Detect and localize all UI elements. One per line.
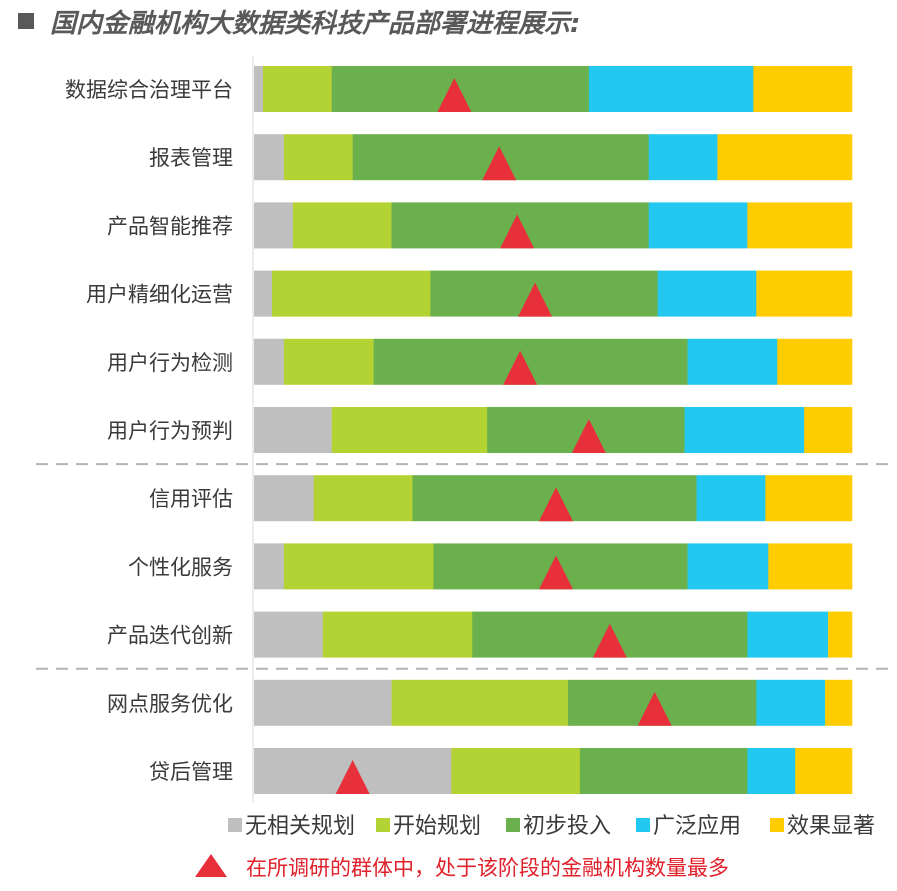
bar-segment-6-2	[331, 407, 488, 453]
legend-swatch-无相关规划	[228, 818, 242, 832]
legend-label-3: 初步投入	[523, 814, 611, 839]
bar-segment-11-3	[579, 748, 748, 794]
marker-triangle-8	[538, 555, 573, 590]
bar-segment-7-5	[765, 475, 853, 522]
bar-segment-3-4	[648, 202, 748, 249]
bar-segment-5-1	[254, 338, 285, 385]
category-label-10: 网点服务优化	[107, 692, 233, 716]
marker-triangle-2	[482, 146, 517, 181]
bar-segment-7-1	[254, 475, 315, 522]
marker-triangle-7	[538, 487, 573, 522]
legend-label-5: 效果显著	[787, 814, 875, 839]
bar-segment-9-4	[747, 611, 829, 658]
category-label-6: 用户行为预判	[107, 419, 233, 443]
bar-segment-2-4	[648, 134, 718, 181]
category-label-1: 数据综合治理平台	[65, 78, 233, 102]
bar-segment-11-2	[451, 748, 581, 794]
bar-segment-9-5	[828, 611, 853, 658]
legend-swatch-广泛应用	[636, 818, 650, 832]
bar-segment-8-1	[254, 543, 285, 590]
bar-segment-2-2	[283, 134, 353, 181]
bar-segment-3-5	[747, 202, 853, 249]
bar-segment-11-5	[795, 748, 853, 794]
category-label-5: 用户行为检测	[107, 351, 233, 375]
category-label-3: 产品智能推荐	[107, 214, 233, 238]
bar-segment-3-2	[292, 202, 392, 249]
title-row: 国内金融机构大数据类科技产品部署进程展示:	[18, 4, 581, 39]
category-labels: 数据综合治理平台报表管理产品智能推荐用户精细化运营用户行为检测用户行为预判信用评…	[65, 78, 233, 784]
category-label-4: 用户精细化运营	[86, 283, 233, 307]
bar-segment-5-2	[283, 338, 374, 385]
bar-segment-7-4	[696, 475, 766, 522]
bars-group	[254, 66, 853, 794]
bar-segment-2-1	[254, 134, 285, 181]
marker-triangle-6	[571, 419, 606, 453]
bar-segment-6-1	[254, 407, 333, 453]
marker-note: 在所调研的群体中，处于该阶段的金融机构数量最多	[246, 856, 729, 880]
marker-triangle-10	[637, 691, 672, 726]
category-label-8: 个性化服务	[128, 555, 233, 579]
marker-triangle-1	[437, 78, 472, 112]
bar-segment-1-5	[753, 66, 853, 112]
bar-segment-5-4	[687, 338, 778, 385]
markers-group	[335, 78, 672, 794]
bar-segment-4-1	[254, 270, 273, 317]
bar-segment-4-2	[271, 270, 431, 317]
bar-segment-5-5	[777, 338, 853, 385]
marker-triangle-5	[503, 350, 538, 385]
bar-segment-10-1	[254, 679, 392, 726]
bar-segment-6-5	[804, 407, 853, 453]
legend-marker-triangle	[195, 854, 227, 877]
legend-label-1: 无相关规划	[245, 814, 355, 839]
category-label-2: 报表管理	[149, 146, 233, 170]
bar-segment-11-4	[747, 748, 796, 794]
bar-segment-3-1	[254, 202, 294, 249]
legend-swatch-效果显著	[770, 818, 784, 832]
bar-segment-4-4	[657, 270, 757, 317]
bar-segment-10-5	[825, 679, 853, 726]
legend: 无相关规划 开始规划 初步投入 广泛应用 效果显著	[228, 814, 875, 839]
title-bullet-square	[18, 13, 34, 29]
group-separators	[36, 463, 893, 670]
legend-label-2: 开始规划	[393, 814, 481, 839]
legend-label-4: 广泛应用	[653, 814, 741, 839]
bar-segment-2-5	[717, 134, 853, 181]
marker-triangle-9	[592, 623, 627, 658]
chart-title: 国内金融机构大数据类科技产品部署进程展示:	[50, 8, 581, 39]
bar-segment-8-4	[687, 543, 769, 590]
bar-segment-10-4	[756, 679, 826, 726]
category-label-11: 贷后管理	[149, 760, 233, 784]
bar-segment-7-2	[313, 475, 413, 522]
bar-segment-8-5	[768, 543, 853, 590]
legend-swatch-初步投入	[506, 818, 520, 832]
category-label-9: 产品迭代创新	[107, 624, 233, 648]
marker-triangle-4	[518, 282, 553, 317]
marker-triangle-11	[335, 760, 370, 794]
bar-segment-8-2	[283, 543, 434, 590]
bar-segment-9-2	[322, 611, 473, 658]
bar-segment-1-1	[254, 66, 264, 112]
note-row: 在所调研的群体中，处于该阶段的金融机构数量最多	[195, 854, 729, 880]
marker-triangle-3	[500, 214, 535, 249]
category-label-7: 信用评估	[149, 487, 233, 511]
bar-segment-10-2	[391, 679, 569, 726]
bar-segment-9-1	[254, 611, 324, 658]
bar-segment-1-4	[588, 66, 754, 112]
legend-swatch-开始规划	[376, 818, 390, 832]
bar-segment-6-4	[684, 407, 805, 453]
bar-segment-4-5	[756, 270, 853, 317]
bar-segment-1-2	[262, 66, 333, 112]
